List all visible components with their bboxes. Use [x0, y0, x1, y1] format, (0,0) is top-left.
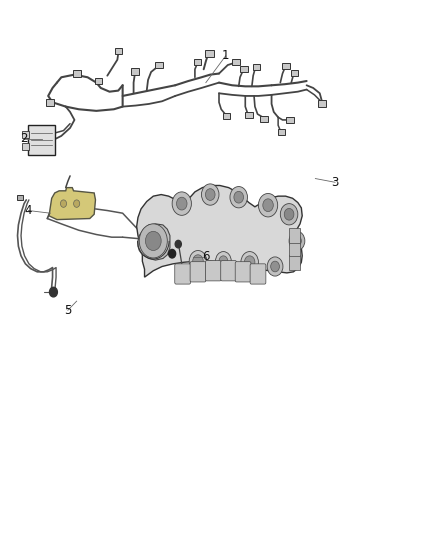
Circle shape — [258, 193, 278, 217]
Circle shape — [169, 249, 176, 258]
FancyBboxPatch shape — [205, 261, 221, 281]
Circle shape — [295, 238, 299, 244]
Circle shape — [284, 208, 294, 220]
Circle shape — [244, 256, 255, 269]
Bar — [155, 62, 163, 68]
Circle shape — [280, 204, 298, 225]
Polygon shape — [49, 188, 95, 220]
Circle shape — [149, 236, 158, 246]
Circle shape — [193, 255, 203, 268]
Bar — [278, 130, 285, 135]
Circle shape — [49, 287, 57, 297]
Bar — [131, 68, 139, 75]
Circle shape — [74, 200, 80, 207]
Text: 5: 5 — [64, 304, 71, 317]
Bar — [289, 255, 300, 270]
Bar — [46, 99, 54, 106]
FancyBboxPatch shape — [250, 264, 266, 284]
Circle shape — [219, 256, 228, 266]
Bar — [291, 70, 298, 76]
Bar — [73, 70, 81, 77]
Text: 2: 2 — [20, 132, 28, 145]
Circle shape — [177, 197, 187, 210]
Bar — [289, 228, 300, 243]
Bar — [223, 113, 230, 119]
Circle shape — [208, 192, 212, 197]
FancyBboxPatch shape — [28, 125, 55, 155]
Circle shape — [175, 240, 181, 248]
Circle shape — [287, 212, 291, 217]
Circle shape — [230, 187, 247, 208]
Circle shape — [205, 189, 215, 200]
FancyBboxPatch shape — [235, 262, 251, 282]
Circle shape — [289, 231, 305, 251]
Circle shape — [139, 224, 167, 258]
Bar — [289, 241, 300, 256]
Polygon shape — [138, 224, 170, 260]
Bar — [282, 63, 290, 69]
Text: 3: 3 — [332, 176, 339, 189]
FancyBboxPatch shape — [175, 264, 191, 284]
Circle shape — [293, 236, 301, 246]
Circle shape — [237, 195, 241, 200]
Circle shape — [172, 192, 191, 215]
Text: 4: 4 — [25, 204, 32, 217]
Bar — [95, 78, 102, 84]
Circle shape — [271, 261, 279, 272]
Circle shape — [215, 252, 231, 271]
Bar — [232, 59, 240, 65]
Text: 6: 6 — [202, 251, 210, 263]
Bar — [22, 143, 29, 150]
Bar — [205, 50, 214, 57]
Bar — [318, 100, 326, 107]
Polygon shape — [137, 185, 302, 277]
Bar — [115, 48, 122, 54]
Circle shape — [179, 200, 184, 207]
Bar — [240, 66, 248, 72]
Bar — [286, 117, 294, 123]
Bar — [22, 131, 29, 138]
Bar — [245, 112, 253, 118]
Circle shape — [234, 191, 244, 203]
Bar — [194, 59, 201, 64]
FancyBboxPatch shape — [190, 262, 206, 282]
Circle shape — [263, 199, 273, 212]
Circle shape — [265, 202, 271, 208]
Text: 1: 1 — [222, 50, 230, 62]
Circle shape — [60, 200, 67, 207]
Circle shape — [201, 184, 219, 205]
Bar — [260, 116, 268, 122]
Circle shape — [145, 231, 161, 251]
Bar — [17, 195, 23, 200]
Circle shape — [241, 252, 258, 273]
Circle shape — [189, 251, 207, 272]
Bar — [253, 64, 260, 70]
Circle shape — [267, 257, 283, 276]
FancyBboxPatch shape — [221, 261, 237, 281]
